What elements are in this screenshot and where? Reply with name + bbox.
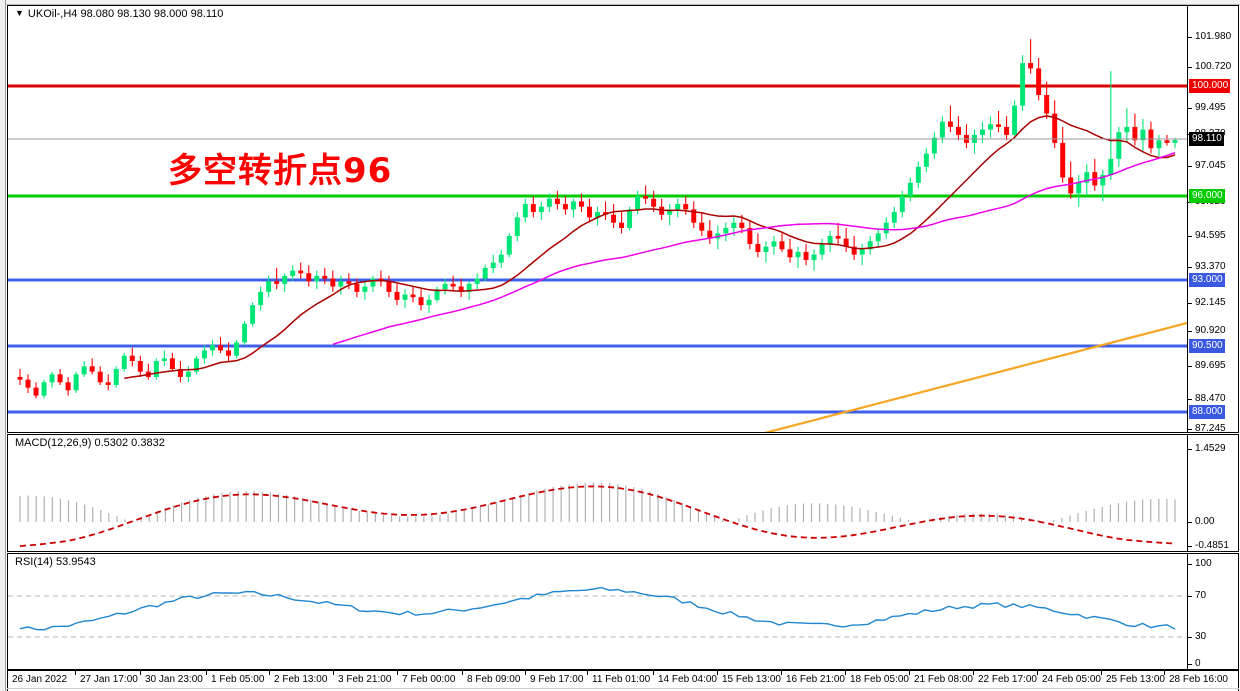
price-level-badge[interactable]: 100.000 xyxy=(1189,79,1231,93)
time-axis-label: 22 Feb 17:00 xyxy=(973,671,1037,685)
time-axis[interactable]: 26 Jan 2022 27 Jan 17:00 30 Jan 23:00 1 Feb… xyxy=(7,670,1239,691)
time-axis-label: 21 Feb 08:00 xyxy=(909,671,973,685)
axis-tick-label: 100.720 xyxy=(1188,62,1238,72)
time-axis-label: 15 Feb 13:00 xyxy=(717,671,781,685)
time-axis-label: 1 Feb 05:00 xyxy=(205,671,265,685)
price-plot-area[interactable] xyxy=(8,6,1187,432)
candlestick-series xyxy=(17,39,1178,399)
axis-tick-label: 88.470 xyxy=(1188,394,1238,404)
axis-tick-label: 97.045 xyxy=(1188,161,1238,171)
time-axis-label: 2 Feb 13:00 xyxy=(268,671,328,685)
macd-chart-svg xyxy=(19,482,1176,547)
price-scale[interactable]: 101.980100.72099.49598.27097.04595.82094… xyxy=(1187,6,1238,432)
macd-histogram xyxy=(19,482,1176,522)
time-axis-label: 25 Feb 13:00 xyxy=(1101,671,1165,685)
time-axis-label: 9 Feb 17:00 xyxy=(524,671,584,685)
chart-annotation-text: 多空转折点96 xyxy=(168,151,393,191)
time-axis-label: 24 Feb 05:00 xyxy=(1037,671,1101,685)
macd-scale: 1.4529 0.00 -0.4851 xyxy=(1187,435,1238,551)
time-axis-label: 27 Jan 17:00 xyxy=(75,671,138,685)
axis-tick-label: 93.370 xyxy=(1188,262,1238,272)
axis-tick-label: 92.145 xyxy=(1188,298,1238,308)
macd-pane-label: MACD(12,26,9) 0.5302 0.3832 xyxy=(13,437,167,449)
rsi-chart-svg xyxy=(8,586,1187,638)
time-axis-label: 11 Feb 01:00 xyxy=(586,671,651,685)
axis-tick-label: 30 xyxy=(1188,632,1238,642)
time-axis-label: 8 Feb 09:00 xyxy=(461,671,521,685)
moving-average-fast xyxy=(124,115,1176,380)
axis-tick-label: 70 xyxy=(1188,591,1238,601)
window-top-strip xyxy=(0,0,1240,5)
axis-tick-label: 90.920 xyxy=(1188,326,1238,336)
macd-signal-line xyxy=(19,485,1176,547)
macd-pane[interactable]: 1.4529 0.00 -0.4851 MACD(12,26,9) 0.5302 0… xyxy=(7,434,1239,552)
price-chart-svg xyxy=(8,39,1187,432)
rsi-pane-label: RSI(14) 53.9543 xyxy=(13,556,98,568)
axis-tick-label: 0.00 xyxy=(1188,517,1238,527)
time-axis-label: 14 Feb 04:00 xyxy=(653,671,717,685)
axis-tick-label: 101.980 xyxy=(1188,32,1238,42)
rsi-scale: 100 70 30 0 xyxy=(1187,554,1238,669)
price-level-badge[interactable]: 98.110 xyxy=(1189,132,1224,146)
axis-tick-label: 89.695 xyxy=(1188,361,1238,371)
time-axis-label: 7 Feb 00:00 xyxy=(396,671,456,685)
price-pane[interactable]: 101.980100.72099.49598.27097.04595.82094… xyxy=(7,5,1239,433)
axis-tick-label: 100 xyxy=(1188,559,1238,569)
ascending-trendline[interactable] xyxy=(745,321,1187,432)
bottom-rule xyxy=(7,688,1239,689)
left-gutter xyxy=(0,0,6,691)
symbol-ohlc-text: UKOil-,H4 98.080 98.130 98.000 98.110 xyxy=(27,8,224,20)
axis-tick-label: -0.4851 xyxy=(1188,541,1238,551)
collapse-caret-icon[interactable]: ▼ xyxy=(15,8,24,18)
price-level-badge[interactable]: 93.000 xyxy=(1189,273,1225,287)
time-axis-label: 26 Jan 2022 xyxy=(12,674,68,685)
axis-tick-label: 1.4529 xyxy=(1188,444,1238,454)
macd-plot-area[interactable] xyxy=(8,435,1187,551)
time-axis-label: 16 Feb 21:00 xyxy=(781,671,845,685)
rsi-pane[interactable]: 100 70 30 0 RSI(14) 53.9543 xyxy=(7,553,1239,670)
time-axis-label: 3 Feb 21:00 xyxy=(332,671,392,685)
axis-tick-label: 99.495 xyxy=(1188,103,1238,113)
price-pane-label: ▼ UKOil-,H4 98.080 98.130 98.000 98.110 xyxy=(13,8,226,20)
price-level-badge[interactable]: 90.500 xyxy=(1189,339,1225,353)
price-level-badge[interactable]: 96.000 xyxy=(1189,189,1225,203)
moving-average-slow xyxy=(332,151,1176,346)
rsi-plot-area[interactable] xyxy=(8,554,1187,669)
axis-tick-label: 0 xyxy=(1188,659,1238,669)
price-level-badge[interactable]: 88.000 xyxy=(1189,405,1225,419)
axis-tick-label: 94.595 xyxy=(1188,231,1238,241)
time-axis-label: 28 Feb 16:00 xyxy=(1164,671,1228,685)
axis-tick-label: 87.245 xyxy=(1188,424,1238,432)
time-axis-label: 18 Feb 05:00 xyxy=(845,671,909,685)
rsi-line xyxy=(19,586,1176,631)
time-axis-label: 30 Jan 23:00 xyxy=(140,671,203,685)
